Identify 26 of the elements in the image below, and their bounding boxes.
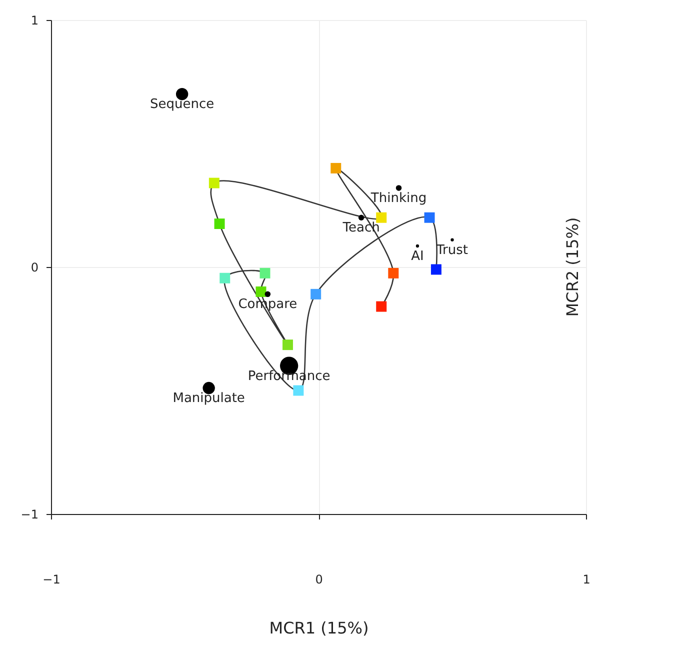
annotation: Thinking [370, 190, 427, 206]
x-tick-label: 1 [582, 572, 590, 586]
annotation: AI [411, 249, 424, 264]
point [256, 286, 266, 297]
point [376, 301, 387, 312]
point [424, 212, 435, 223]
point [310, 288, 322, 300]
x-tick-label: −1 [42, 572, 60, 586]
point [293, 385, 304, 396]
point [208, 178, 220, 188]
point [376, 212, 387, 223]
y-tick-label: −1 [20, 508, 38, 522]
point [388, 268, 399, 278]
x-axis-title: MCR1 (15%) [269, 618, 369, 638]
y-tick-label: 0 [30, 260, 38, 274]
point [330, 162, 342, 174]
y-tick-label: 1 [30, 14, 38, 28]
point [220, 272, 230, 284]
annotation: Manipulate [172, 391, 245, 406]
x-tick-label: 0 [315, 572, 323, 586]
point [282, 340, 293, 350]
point [430, 264, 442, 275]
y-axis-title: MCR2 (15%) [563, 217, 582, 317]
point [260, 268, 270, 278]
point [214, 218, 225, 230]
annotation: Sequence [150, 97, 214, 112]
